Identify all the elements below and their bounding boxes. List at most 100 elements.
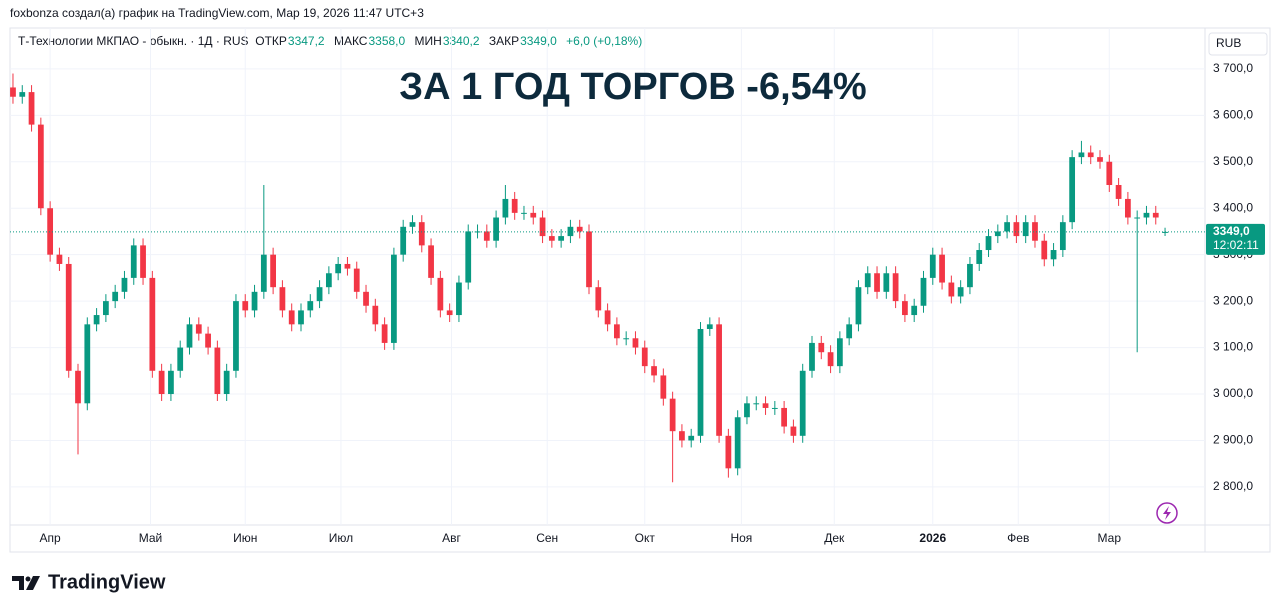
- candle-body: [530, 212, 537, 218]
- y-tick-label: 3 500,0: [1213, 154, 1253, 168]
- candle-body: [809, 342, 815, 371]
- candle-body: [586, 231, 592, 288]
- candle-body: [37, 124, 44, 209]
- candle-body: [539, 217, 546, 237]
- candle-body: [521, 212, 527, 214]
- candle-body: [279, 287, 286, 311]
- candle-body: [781, 407, 788, 427]
- candle-body: [790, 426, 797, 436]
- candle-body: [195, 324, 202, 334]
- candle-body: [456, 282, 462, 316]
- chart-title: ЗА 1 ГОД ТОРГОВ -6,54%: [399, 66, 866, 108]
- candle-body: [428, 245, 434, 278]
- candle-body: [149, 277, 156, 371]
- candle-body: [623, 338, 630, 340]
- candle-body: [1059, 222, 1066, 251]
- candle-body: [325, 273, 332, 288]
- candle-body: [929, 254, 936, 278]
- legend: Т-Технологии МКПАО - обыкн. · 1Д · RUS О…: [18, 34, 648, 48]
- candle-body: [688, 435, 695, 441]
- candle-body: [112, 291, 119, 302]
- candle-body: [985, 236, 992, 251]
- brand: TradingView: [48, 571, 166, 593]
- candle-body: [1143, 212, 1150, 218]
- x-tick-label: Фев: [1007, 531, 1029, 545]
- candle-body: [967, 263, 973, 288]
- close-value: 3349,0: [520, 34, 557, 48]
- x-tick-label: Сен: [536, 531, 558, 545]
- candle-body: [1069, 157, 1076, 223]
- candle-body: [874, 273, 880, 292]
- candle-body: [632, 338, 639, 348]
- candle-body: [242, 301, 249, 311]
- candle-body: [28, 92, 35, 125]
- candle-body: [911, 305, 918, 316]
- change: +6,0 (+0,18%): [566, 34, 643, 48]
- candle-body: [251, 291, 258, 311]
- y-tick-label: 3 100,0: [1213, 340, 1253, 354]
- candle-body: [576, 226, 583, 232]
- candle-body: [130, 245, 137, 278]
- candle-body: [93, 315, 100, 325]
- candle-body: [56, 254, 63, 264]
- candle-body: [353, 268, 360, 292]
- candle-body: [205, 333, 211, 348]
- candle-body: [679, 431, 685, 441]
- y-tick-label: 3 200,0: [1213, 293, 1253, 307]
- candle-body: [957, 287, 964, 297]
- candle-body: [47, 208, 54, 255]
- candle-body: [558, 236, 565, 241]
- candle-body: [381, 324, 388, 343]
- countdown: 12:02:11: [1213, 238, 1259, 252]
- x-tick-label: Апр: [40, 531, 62, 545]
- candle-body: [846, 324, 853, 339]
- candle-body: [400, 226, 407, 255]
- high-value: 3358,0: [368, 34, 406, 48]
- brand-logo: [12, 576, 40, 590]
- y-tick-label: 3 600,0: [1213, 107, 1253, 121]
- author-line: foxbonza создал(а) график на TradingView…: [10, 6, 424, 20]
- candle-body: [1050, 250, 1057, 260]
- candle-body: [84, 324, 91, 404]
- low-key: МИН: [414, 34, 442, 48]
- candle-body: [1097, 157, 1103, 162]
- candle-body: [168, 370, 174, 395]
- candle-body: [493, 217, 499, 241]
- candle-body: [363, 291, 369, 306]
- candle-body: [75, 370, 81, 404]
- candle-body: [502, 198, 509, 218]
- candle-body: [260, 254, 267, 292]
- candle-body: [706, 324, 713, 329]
- x-tick-label: Ноя: [730, 531, 752, 545]
- candle-body: [697, 328, 704, 436]
- alert-icon[interactable]: [1156, 502, 1178, 524]
- candle-body: [474, 231, 481, 233]
- candle-body: [976, 250, 983, 264]
- y-tick-label: 3 000,0: [1213, 386, 1253, 400]
- candle-body: [939, 254, 945, 283]
- candle-body: [548, 236, 555, 241]
- y-tick-label: 3 400,0: [1213, 200, 1253, 214]
- candle-body: [864, 273, 871, 288]
- candle-body: [1152, 212, 1159, 218]
- high-key: МАКС: [333, 34, 368, 48]
- candle-body: [994, 231, 1001, 237]
- candle-body: [316, 287, 323, 302]
- alert-bolt: [1163, 506, 1171, 520]
- candle-body: [270, 254, 276, 288]
- candle-body: [855, 287, 862, 325]
- candle-body: [121, 277, 128, 292]
- open-key: ОТКР: [255, 34, 287, 48]
- candle-body: [483, 231, 490, 241]
- candle-body: [827, 352, 834, 367]
- candle-body: [233, 301, 239, 371]
- candle-body: [1134, 217, 1141, 219]
- candle-body: [771, 407, 778, 409]
- candle-body: [307, 301, 314, 311]
- currency: RUB: [1216, 36, 1241, 50]
- currency-button[interactable]: [1208, 32, 1268, 56]
- x-tick-label: Авг: [442, 531, 461, 545]
- candle-body: [753, 403, 760, 405]
- x-tick-label: 2026: [919, 531, 946, 545]
